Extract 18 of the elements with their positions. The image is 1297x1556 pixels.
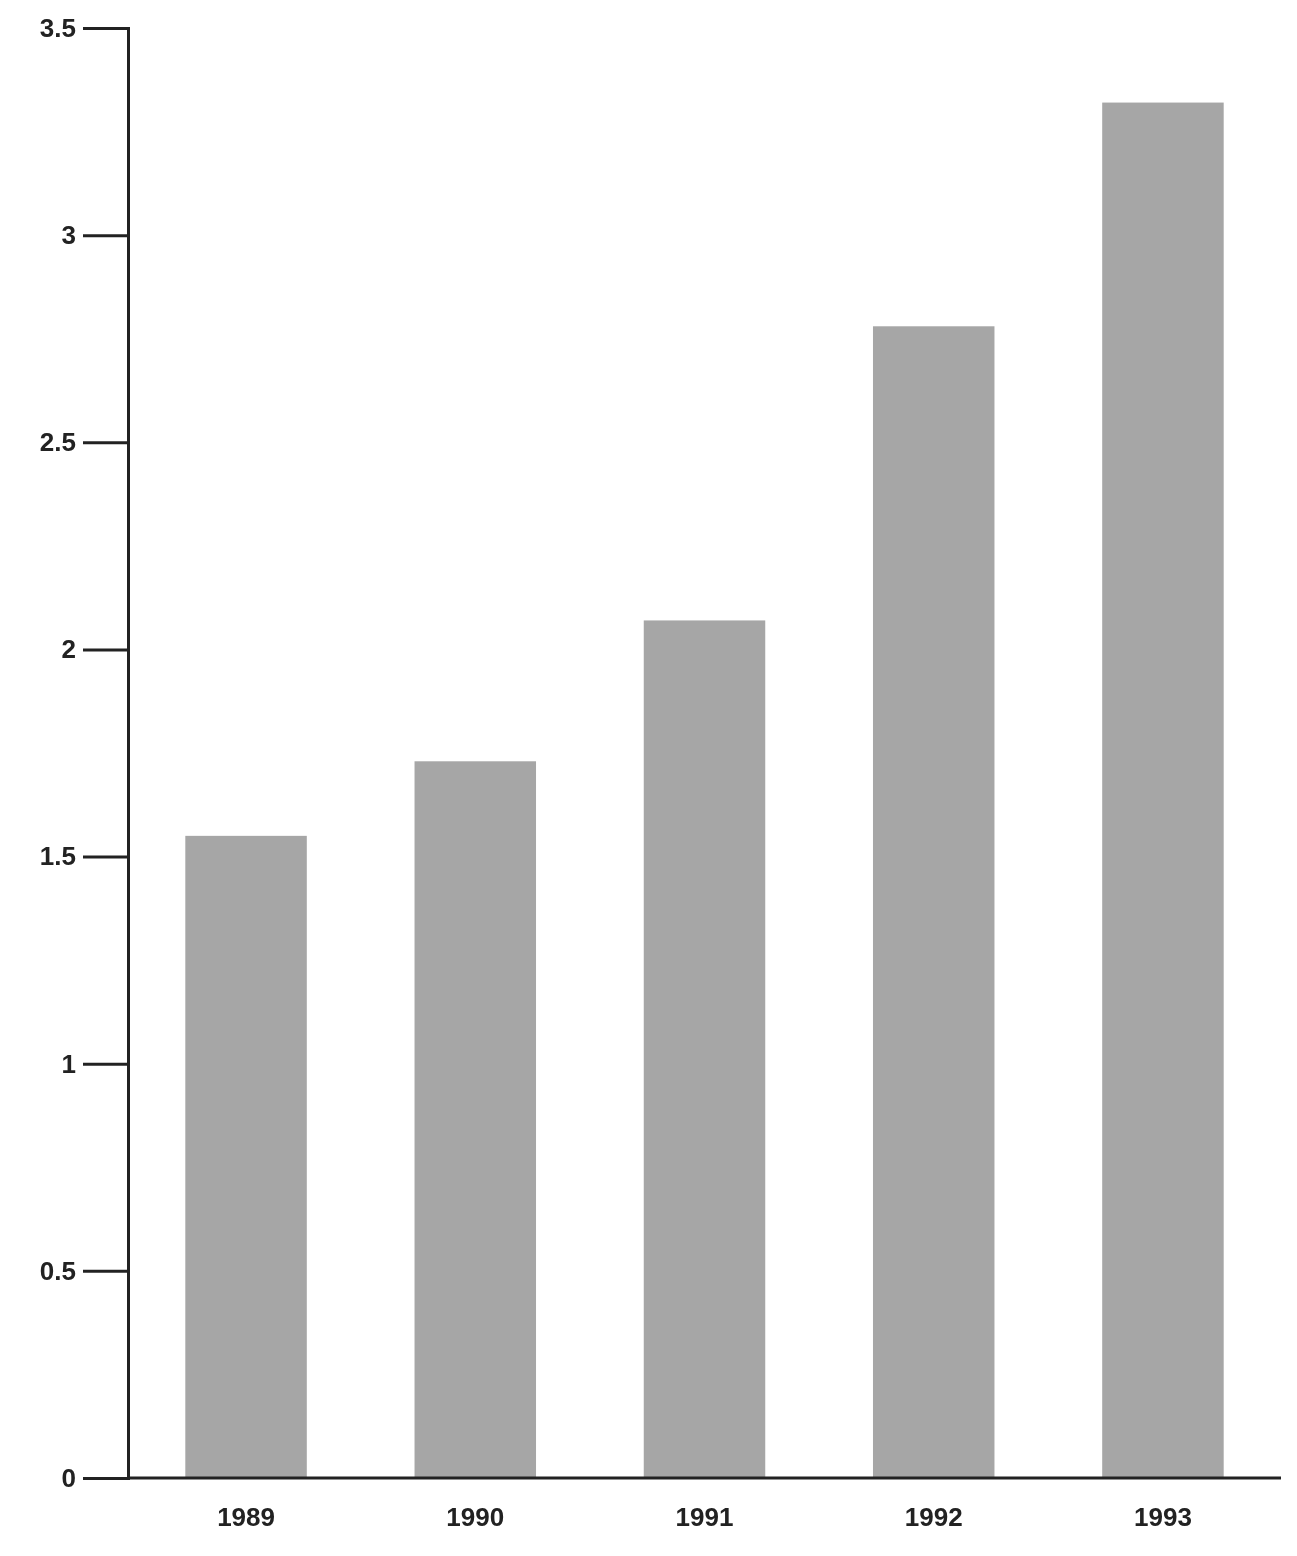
x-tick-label: 1993 [1134, 1502, 1192, 1533]
y-tick-label: 1.5 [39, 841, 76, 872]
y-tick-label: 2.5 [39, 427, 76, 458]
x-tick-label: 1990 [446, 1502, 505, 1533]
x-tick-label: 1989 [217, 1502, 275, 1533]
bar [1102, 102, 1224, 1478]
y-tick-label: 0.5 [39, 1255, 76, 1286]
y-tick-label: 1 [61, 1048, 76, 1079]
bar [872, 326, 995, 1478]
x-tick-label: 1992 [904, 1502, 963, 1533]
bar [414, 761, 537, 1478]
y-tick-label: 0 [61, 1462, 76, 1493]
x-tick-label: 1991 [675, 1502, 734, 1533]
y-tick-label: 2 [61, 634, 76, 665]
bar [643, 620, 766, 1478]
bar [185, 835, 307, 1478]
y-tick-label: 3 [61, 219, 76, 250]
y-tick-label: 3.5 [39, 12, 76, 43]
